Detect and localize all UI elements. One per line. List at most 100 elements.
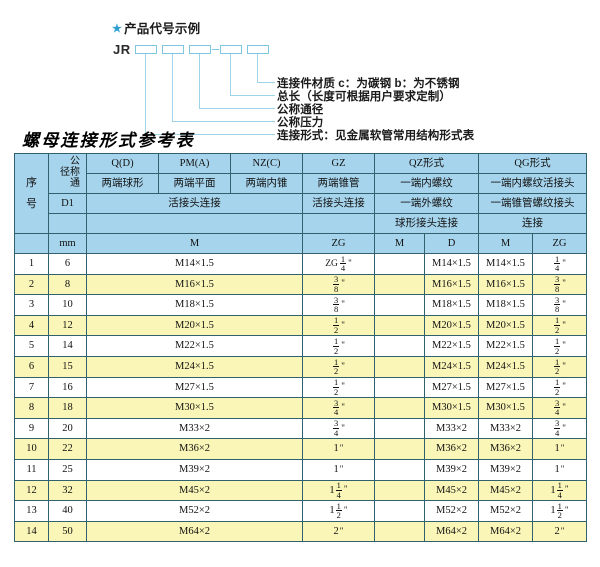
cell-qg-zg: 1 2 "	[531, 335, 588, 357]
header-mm-label-spacer	[48, 213, 87, 234]
inch-mark: "	[341, 278, 345, 289]
header-seq-char-2: 号	[26, 197, 37, 210]
cell-seq: 1	[14, 253, 49, 275]
fraction-denominator: 2	[557, 510, 562, 521]
whole-number: 1	[333, 443, 339, 455]
table-row: 6 15 M24×1.5 1 2 " M24×1.5 M24×1.5 1 2 "	[14, 355, 588, 378]
cell-qz-d: M18×1.5	[424, 294, 479, 316]
header-group-qg: QG形式	[477, 153, 588, 174]
header-desc-nzc: 两端内锥	[230, 173, 303, 194]
fraction-denominator: 4	[555, 263, 560, 274]
table-row: 14 50 M64×2 2 " M64×2 M64×2 2 "	[14, 520, 588, 543]
fraction-numerator: 3	[333, 274, 340, 285]
fraction-numerator: 3	[333, 418, 340, 430]
cell-qg-m: M36×2	[478, 438, 533, 460]
fraction-denominator: 2	[334, 325, 339, 336]
cell-thread-m-group: M36×2	[86, 438, 303, 460]
inch-mark: "	[341, 340, 345, 351]
header-seq-char-1: 序	[26, 176, 37, 189]
leader-line-material-horizontal	[257, 82, 275, 83]
fraction-numerator: 3	[333, 397, 340, 409]
inch-mark: "	[343, 484, 348, 495]
fraction-numerator: 3	[554, 294, 561, 306]
whole-number: 1	[550, 505, 556, 517]
cell-nominal-bore: 18	[48, 397, 87, 419]
inch-mark: "	[341, 299, 345, 310]
inch-mark: "	[562, 319, 566, 330]
header-unit-qg-zg: ZG	[531, 233, 588, 254]
cell-qg-m: M16×1.5	[478, 273, 533, 296]
cell-qg-zg: 3 4 "	[531, 397, 588, 419]
cell-nominal-bore: 22	[48, 438, 87, 460]
cell-thread-m-group: M22×1.5	[86, 335, 303, 357]
leader-line-pressure-vertical	[172, 54, 173, 121]
cell-qz-d: M27×1.5	[424, 376, 479, 399]
cell-qg-m: M27×1.5	[478, 376, 533, 399]
fraction-denominator: 2	[555, 325, 560, 336]
cell-qz-m	[374, 397, 425, 419]
cell-qz-m	[374, 479, 425, 502]
leader-line-bore-vertical	[199, 54, 200, 108]
cell-qg-m: M45×2	[478, 479, 533, 502]
code-box-4	[220, 45, 242, 54]
cell-qg-zg: 1 "	[531, 438, 588, 460]
header-unit-zg-gz: ZG	[302, 233, 375, 254]
fraction-numerator: 1	[556, 480, 563, 491]
table-row: 1 6 M14×1.5 ZG 1 4 " M14×1.5 M14×1.5 1 4 "	[14, 253, 588, 275]
code-box-1	[135, 45, 157, 54]
inch-mark: "	[560, 463, 565, 474]
fraction-denominator: 2	[555, 366, 560, 377]
cell-qz-d: M30×1.5	[424, 397, 479, 419]
cell-nominal-bore: 50	[48, 520, 87, 543]
cell-seq: 8	[14, 397, 49, 419]
fraction-denominator: 2	[336, 510, 341, 521]
header-row-descriptions: 两端球形 两端平面 两端内锥 两端锥管 一端内螺纹 一端内螺纹活接头	[15, 173, 588, 194]
cell-seq: 2	[14, 273, 49, 296]
cell-gz-size: 1 2 "	[302, 314, 375, 337]
annotation-nominal-bore: 公称通径	[277, 104, 324, 116]
cell-nominal-bore: 15	[48, 355, 87, 378]
fraction-denominator: 2	[555, 345, 560, 356]
fraction-numerator: 1	[554, 315, 561, 327]
cell-qz-d: M64×2	[424, 520, 479, 543]
cell-nominal-bore: 32	[48, 479, 87, 502]
table-row: 2 8 M16×1.5 3 8 " M16×1.5 M16×1.5 3 8 "	[14, 273, 588, 296]
cell-qg-m: M18×1.5	[478, 294, 533, 316]
cell-qg-zg: 3 4 "	[531, 417, 588, 440]
cell-qg-zg: 1 1 2 "	[531, 500, 588, 522]
fraction-numerator: 1	[333, 356, 340, 368]
cell-qz-d: M14×1.5	[424, 253, 479, 275]
cell-thread-m-group: M30×1.5	[86, 397, 303, 419]
cell-qz-m	[374, 273, 425, 296]
header-seq-spacer	[14, 233, 49, 254]
cell-qz-m	[374, 520, 425, 543]
table-row: 4 12 M20×1.5 1 2 " M20×1.5 M20×1.5 1 2 "	[14, 314, 588, 337]
header-unit-qg-m: M	[478, 233, 533, 254]
header-unit-qz-d: D	[424, 233, 479, 254]
inch-mark: "	[343, 504, 348, 515]
inch-mark: "	[560, 443, 565, 454]
code-box-5	[247, 45, 269, 54]
fraction-denominator: 8	[555, 304, 560, 315]
inch-mark: "	[562, 257, 566, 268]
fraction-denominator: 2	[334, 366, 339, 377]
inch-mark: "	[341, 381, 345, 392]
cell-qz-d: M20×1.5	[424, 314, 479, 337]
table-row: 8 18 M30×1.5 3 4 " M30×1.5 M30×1.5 3 4 "	[14, 397, 588, 419]
inch-mark: "	[341, 402, 345, 412]
cell-qg-zg: 3 8 "	[531, 294, 588, 316]
cell-qg-m: M20×1.5	[478, 314, 533, 337]
table-row: 7 16 M27×1.5 1 2 " M27×1.5 M27×1.5 1 2 "	[14, 376, 588, 399]
header-sub-qz: 球形接头连接	[374, 213, 479, 234]
inch-mark: "	[562, 360, 566, 371]
cell-gz-size: 1 "	[302, 438, 375, 460]
cell-gz-size: 3 8 "	[302, 273, 375, 296]
inch-mark: "	[339, 443, 344, 454]
whole-number: 1	[550, 484, 556, 496]
